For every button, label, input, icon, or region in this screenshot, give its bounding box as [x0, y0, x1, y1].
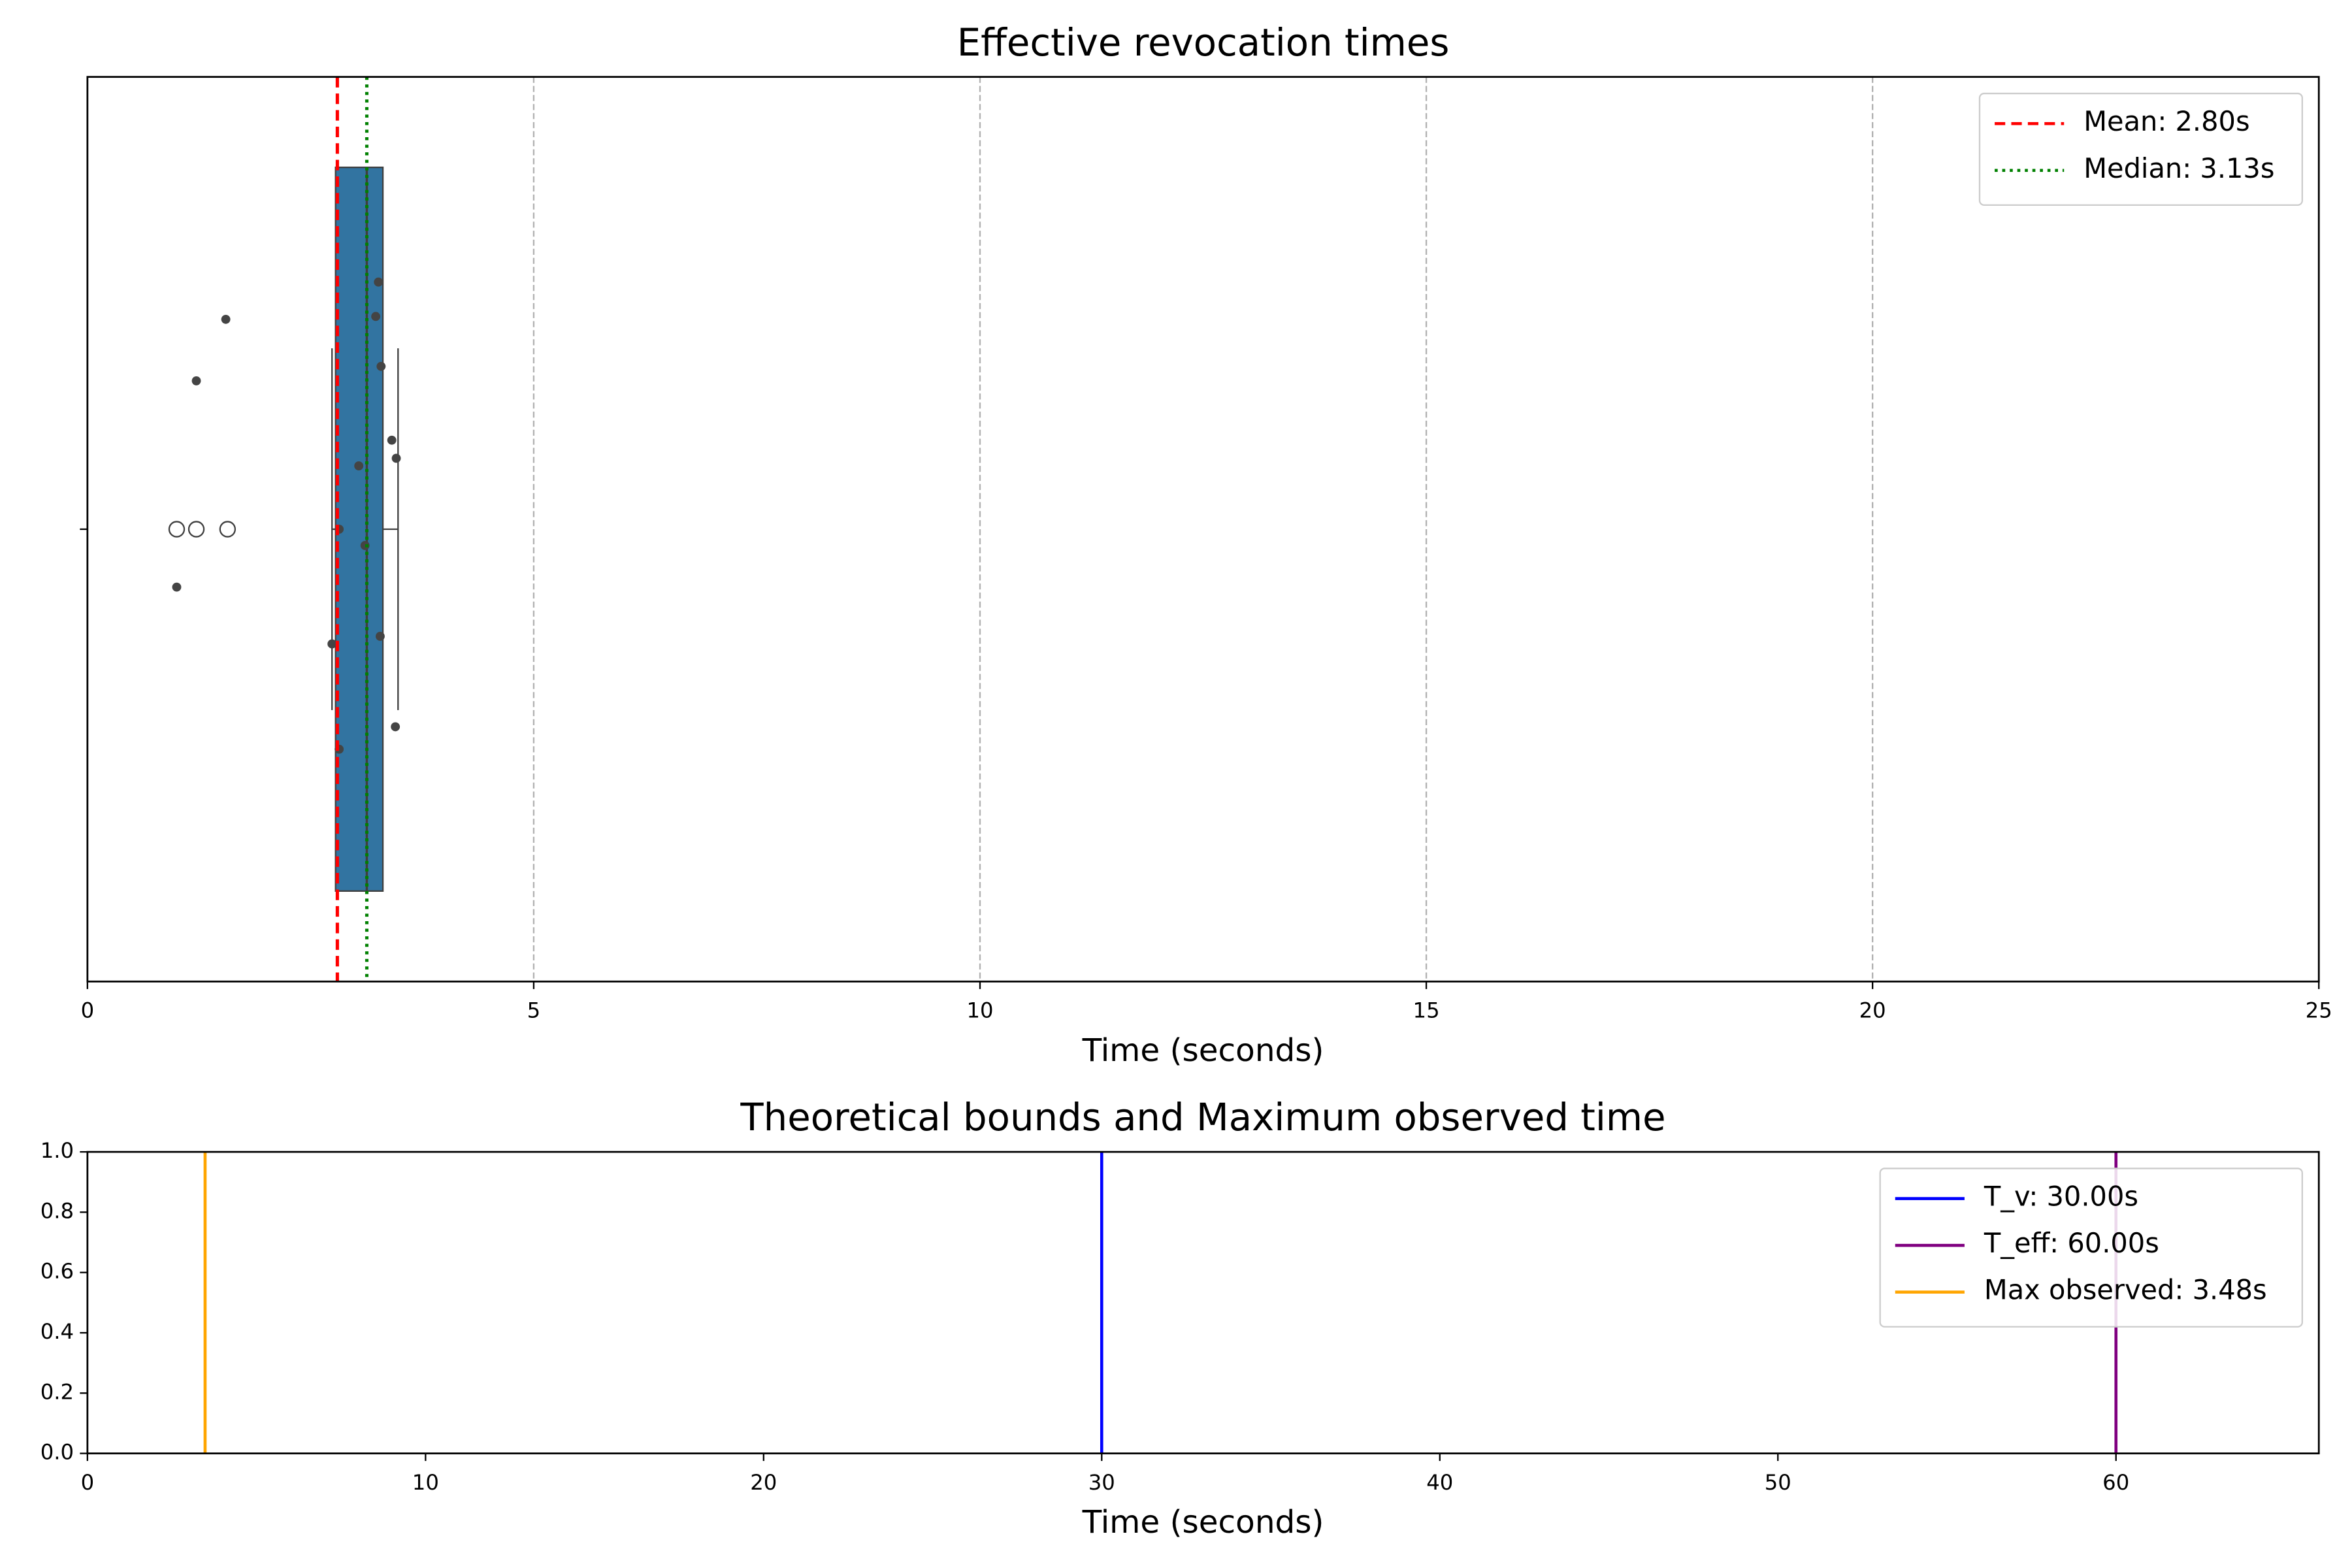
x-tick-label: 0 — [81, 998, 95, 1022]
legend-label: T_v: 30.00s — [1984, 1181, 2138, 1213]
strip-point — [327, 639, 337, 649]
x-tick-label: 20 — [750, 1470, 777, 1495]
strip-point — [374, 277, 384, 287]
legend-label: T_eff: 60.00s — [1984, 1227, 2159, 1259]
strip-point — [354, 461, 364, 470]
y-tick-label: 0.0 — [41, 1440, 74, 1465]
x-tick-label: 40 — [1426, 1470, 1453, 1495]
outlier — [168, 521, 186, 538]
legend-label: Max observed: 3.48s — [1984, 1274, 2267, 1306]
x-tick-label: 60 — [2102, 1470, 2129, 1495]
y-tick-label: 0.8 — [41, 1198, 74, 1223]
x-tick-label: 15 — [1413, 998, 1440, 1022]
strip-point — [221, 314, 231, 324]
y-tick-label: 0.2 — [41, 1379, 74, 1404]
legend-box — [1978, 92, 2303, 206]
x-tick-label: 30 — [1088, 1470, 1115, 1495]
x-tick-label: 25 — [2306, 998, 2332, 1022]
x-tick-label: 5 — [527, 998, 541, 1022]
chart-title: Theoretical bounds and Maximum observed … — [740, 1095, 1665, 1139]
chart-title: Effective revocation times — [957, 20, 1450, 65]
outlier — [219, 521, 237, 538]
x-axis-label: Time (seconds) — [1082, 1504, 1324, 1541]
strip-point — [172, 582, 182, 592]
x-tick-label: 20 — [1859, 998, 1886, 1022]
x-tick-label: 10 — [966, 998, 993, 1022]
y-tick-label: 1.0 — [41, 1138, 74, 1163]
strip-point — [360, 541, 370, 550]
x-tick-label: 0 — [81, 1470, 95, 1495]
outlier — [188, 521, 205, 538]
y-tick-label: 0.4 — [41, 1319, 74, 1344]
x-tick-label: 50 — [1765, 1470, 1791, 1495]
strip-point — [391, 453, 401, 463]
legend-label: Median: 3.13s — [2083, 152, 2274, 184]
strip-point — [376, 361, 386, 371]
y-tick-label: 0.6 — [41, 1259, 74, 1284]
x-axis-label: Time (seconds) — [1082, 1032, 1324, 1069]
legend-box — [1879, 1168, 2303, 1328]
strip-point — [371, 312, 381, 321]
axes-frame — [86, 76, 2320, 983]
strip-point — [376, 632, 385, 641]
axes-frame — [86, 1151, 2320, 1454]
legend-label: Mean: 2.80s — [2083, 105, 2249, 137]
strip-point — [391, 722, 400, 732]
strip-point — [387, 435, 397, 445]
strip-point — [191, 376, 201, 385]
x-tick-label: 10 — [412, 1470, 439, 1495]
